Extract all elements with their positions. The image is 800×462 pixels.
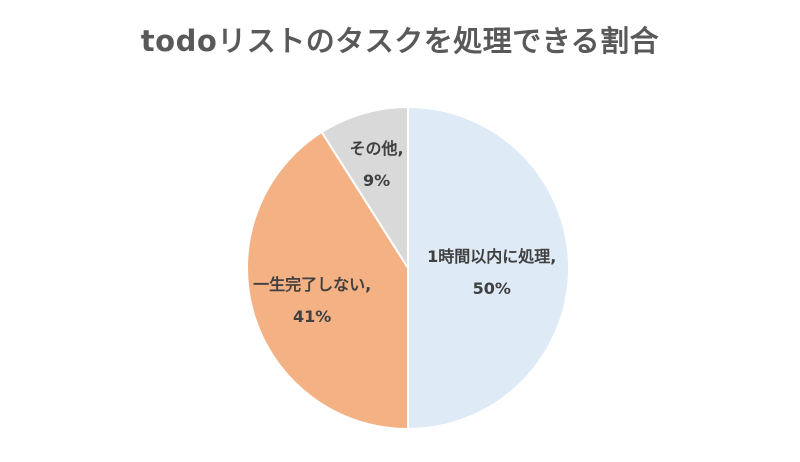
slice-label-2: 一生完了しない,: [253, 275, 371, 294]
pie-slice-1: [407, 105, 570, 431]
pie-slice-3: [320, 105, 409, 272]
slice-value-label-3: 9%: [363, 171, 390, 190]
slice-label-1: 1時間以内に処理,: [427, 247, 556, 266]
chart-title: todoリストのタスクを処理できる割合: [140, 24, 660, 58]
slice-value-label-2: 41%: [293, 307, 331, 326]
slice-label-3: その他,: [350, 139, 404, 158]
slice-value-label-1: 50%: [473, 279, 511, 298]
